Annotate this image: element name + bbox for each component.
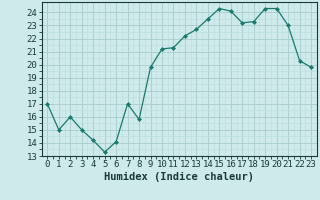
X-axis label: Humidex (Indice chaleur): Humidex (Indice chaleur): [104, 172, 254, 182]
